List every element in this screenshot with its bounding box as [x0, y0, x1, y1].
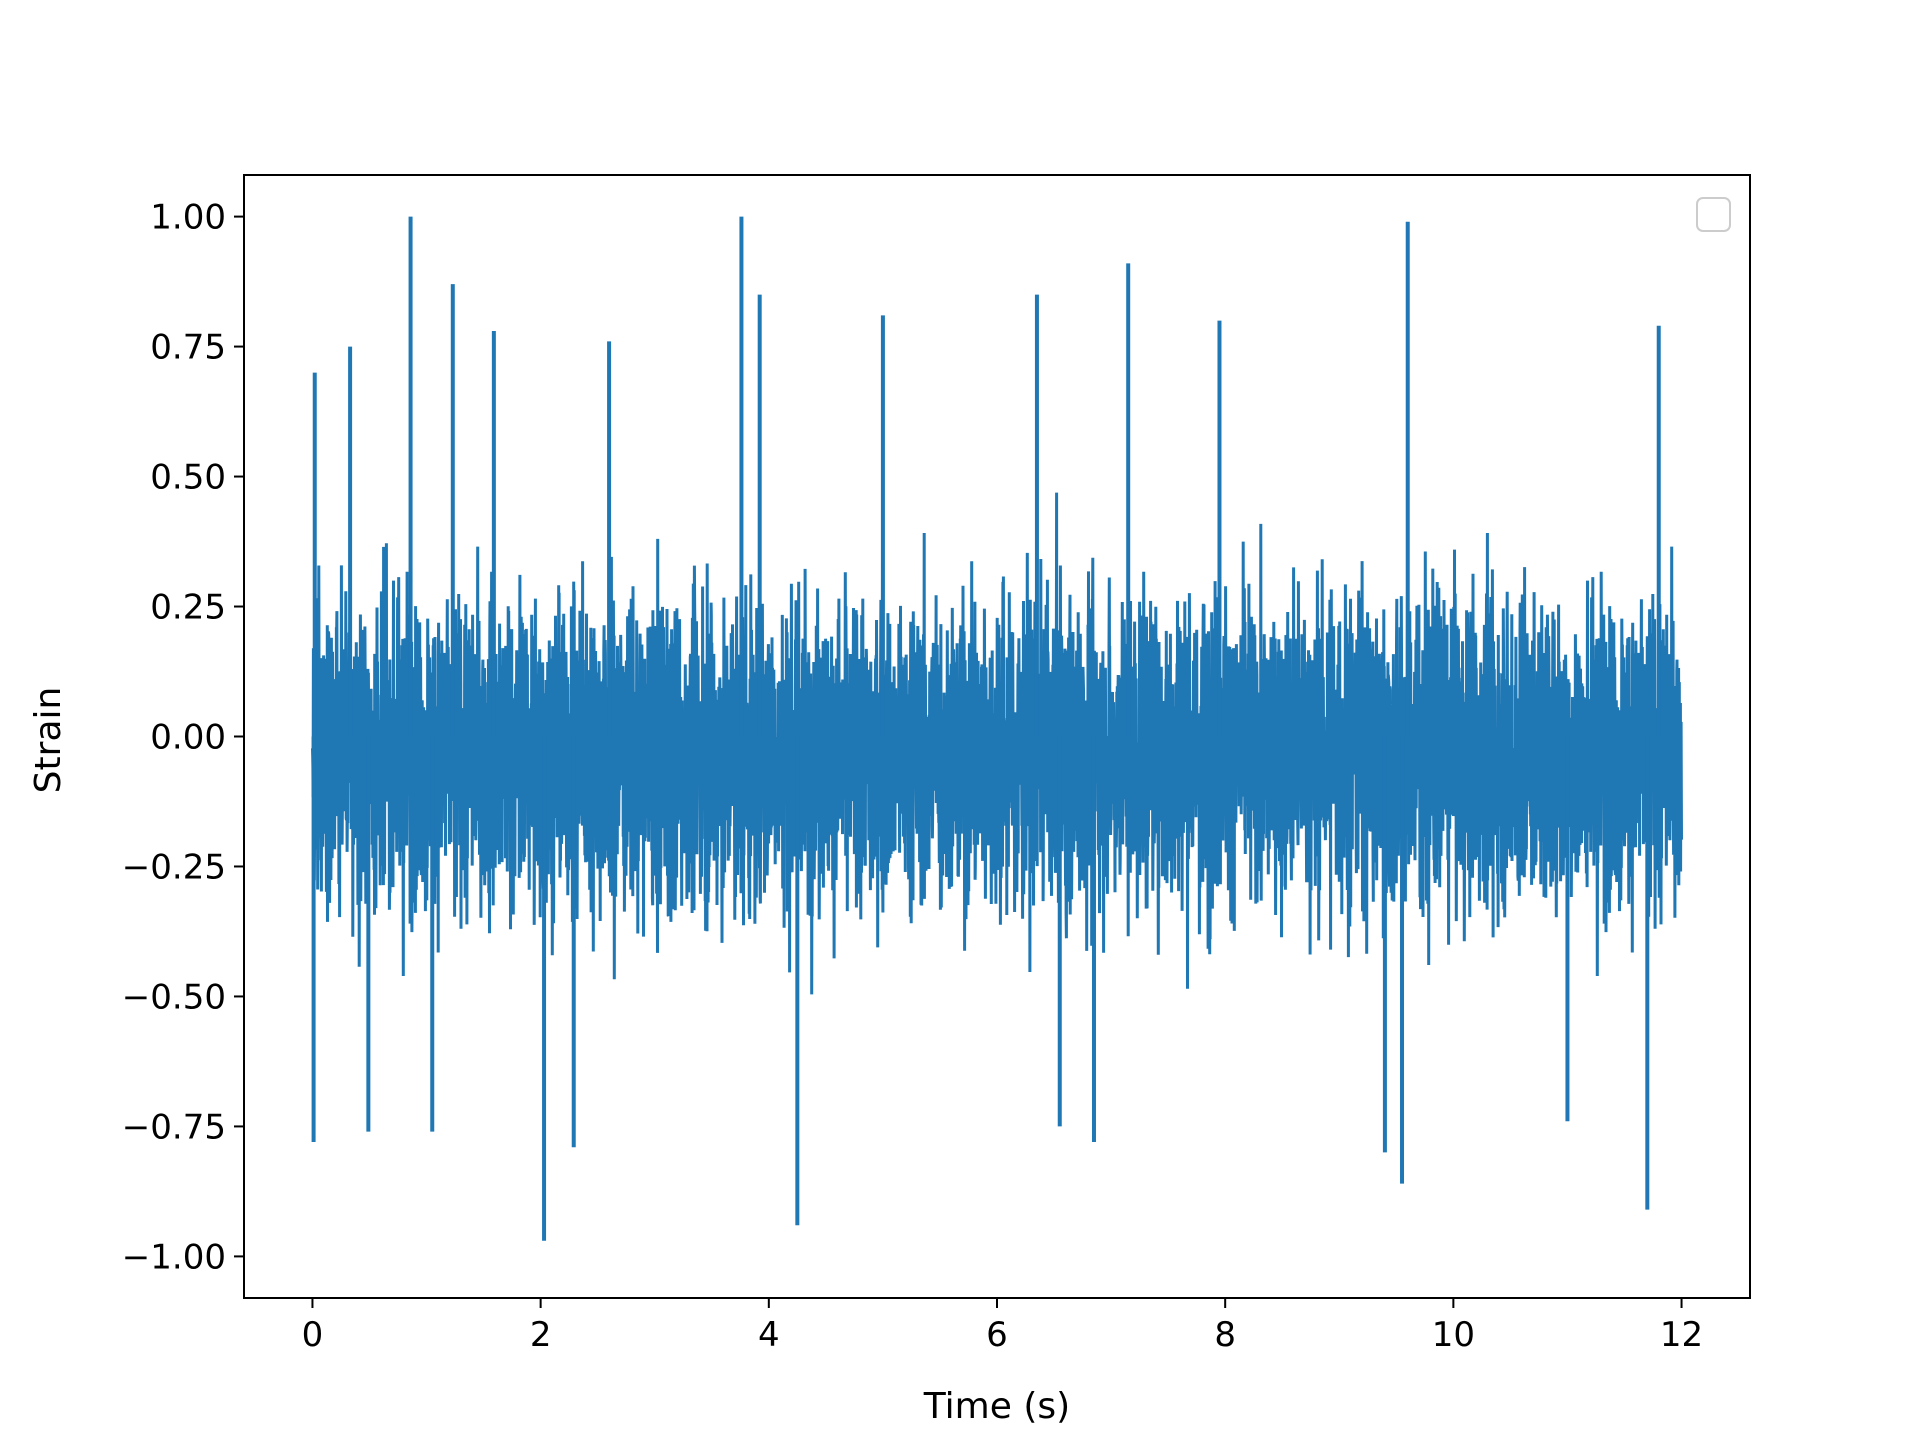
x-tick-label: 0: [302, 1315, 324, 1355]
series-layer: [311, 216, 1683, 1241]
y-tick-label: 0.25: [150, 588, 226, 628]
y-axis: 1.00 0.75 0.50 0.25 0.00 −0.25 −0.50 −0.75 −1.00: [122, 198, 244, 1277]
y-tick-label: 0.50: [150, 458, 226, 498]
y-tick-label: 0.75: [150, 328, 226, 368]
y-tick-label: −0.50: [122, 977, 226, 1017]
x-tick-label: 2: [530, 1315, 552, 1355]
x-tick-label: 6: [986, 1315, 1008, 1355]
y-axis-label: Strain: [28, 687, 69, 794]
y-tick-label: 0.00: [150, 718, 226, 758]
x-axis: 0 2 4 6 8 10 12: [302, 1298, 1703, 1355]
y-tick-label: −0.75: [122, 1107, 226, 1147]
x-tick-label: 8: [1214, 1315, 1236, 1355]
y-tick-label: −0.25: [122, 847, 226, 887]
y-tick-label: −1.00: [122, 1237, 226, 1277]
x-tick-label: 12: [1660, 1315, 1703, 1355]
x-tick-label: 10: [1432, 1315, 1475, 1355]
x-axis-label: Time (s): [923, 1386, 1070, 1427]
legend-box: [1696, 197, 1731, 232]
x-tick-label: 4: [758, 1315, 780, 1355]
y-tick-label: 1.00: [150, 198, 226, 238]
strain-signal-line: [311, 492, 1683, 995]
